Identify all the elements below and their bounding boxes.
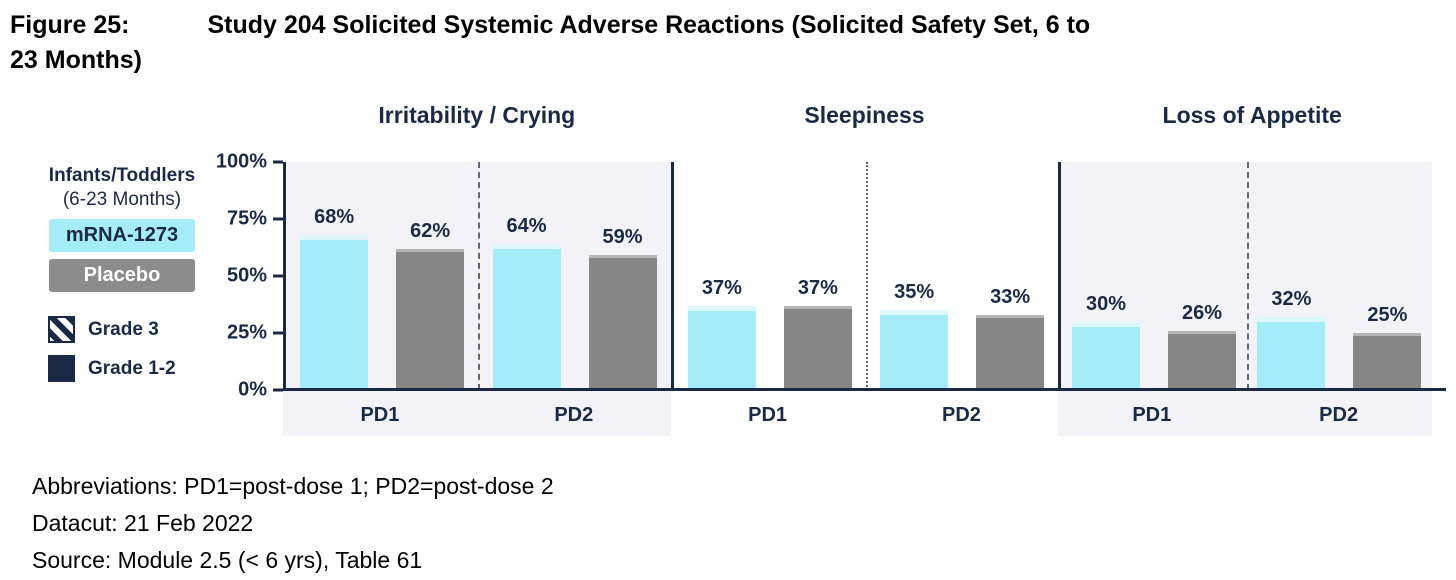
bar-placebo: 33% xyxy=(976,286,1045,390)
y-axis-scale: 100% 75% 50% 25% 0% xyxy=(216,151,283,401)
panel-irritability-crying: Irritability / Crying 68% 62% xyxy=(283,96,671,436)
legend: Infants/Toddlers (6-23 Months) mRNA-1273… xyxy=(10,96,220,436)
bar-value-label: 33% xyxy=(990,285,1031,308)
bar-value-label: 32% xyxy=(1271,288,1312,311)
panel-title: Irritability / Crying xyxy=(378,102,576,128)
panel-title: Loss of Appetite xyxy=(1162,102,1342,128)
dose-separator-line xyxy=(1246,162,1249,390)
footnote-datacut: Datacut: 21 Feb 2022 xyxy=(32,510,254,536)
grade12-solid-swatch-icon xyxy=(48,355,75,382)
legend-inner: Infants/Toddlers (6-23 Months) mRNA-1273… xyxy=(24,164,220,382)
figure-header: Figure 25: Study 204 Solicited Systemic A… xyxy=(10,8,1446,78)
footnote-abbreviations: Abbreviations: PD1=post-dose 1; PD2=post… xyxy=(32,473,554,499)
bar-value-label: 35% xyxy=(894,281,935,304)
bar-mrna1273: 68% xyxy=(300,206,369,390)
bar-placebo: 37% xyxy=(783,277,852,390)
y-tick xyxy=(273,331,283,335)
bar-value-label: 37% xyxy=(797,276,838,299)
legend-mrna1273-box: mRNA-1273 xyxy=(49,219,195,252)
bar-value-label: 62% xyxy=(410,219,451,242)
bar-mrna1273: 32% xyxy=(1257,288,1326,390)
bar-mrna1273: 64% xyxy=(492,215,561,390)
bar-value-label: 64% xyxy=(506,215,547,238)
bar-value-label: 37% xyxy=(701,276,742,299)
grade3-label: Grade 3 xyxy=(88,318,159,340)
y-tick xyxy=(273,388,283,392)
x-axis-band: PD1 PD2 xyxy=(283,390,671,436)
x-label-pd1: PD1 xyxy=(360,403,400,426)
bar-value-label: 59% xyxy=(602,226,643,249)
bar-placebo: 59% xyxy=(588,226,657,390)
y-tick xyxy=(273,217,283,221)
legend-population-sub: (6-23 Months) xyxy=(62,189,182,210)
panel-title: Sleepiness xyxy=(804,102,925,128)
figure-title-text: Study 204 Solicited Systemic Adverse Rea… xyxy=(207,11,1091,39)
x-label-pd2: PD2 xyxy=(1319,403,1359,426)
x-label-pd1: PD1 xyxy=(748,403,788,426)
legend-grade3-row: Grade 3 xyxy=(48,316,159,343)
bar-value-label: 25% xyxy=(1367,304,1408,326)
bar-group-pd1: 30% 26% xyxy=(1061,162,1246,390)
x-label-pd1: PD1 xyxy=(1132,403,1172,426)
bar-value-label: 30% xyxy=(1086,292,1127,315)
grade12-label: Grade 1-2 xyxy=(88,357,176,379)
x-axis-line xyxy=(283,388,1446,391)
bar-placebo: 25% xyxy=(1353,304,1422,390)
x-label-pd2: PD2 xyxy=(554,403,594,426)
bar-group-pd2: 32% 25% xyxy=(1247,162,1432,390)
footnotes: Abbreviations: PD1=post-dose 1; PD2=post… xyxy=(32,468,1446,579)
x-axis-band: PD1 PD2 xyxy=(1058,390,1433,436)
y-tick-label: 0% xyxy=(238,378,267,401)
panels-region: Irritability / Crying 68% 62% xyxy=(283,96,1446,436)
y-tick-label: 50% xyxy=(226,264,267,287)
y-tick-label: 25% xyxy=(226,321,267,344)
panel-sleepiness: Sleepiness 37% 37% xyxy=(670,96,1059,436)
plot-area: 68% 62% 64% 59% xyxy=(283,162,671,390)
grade3-hatched-swatch-icon xyxy=(48,316,75,343)
bar-value-label: 68% xyxy=(314,205,355,228)
figure-label: Figure 25: xyxy=(10,11,130,39)
panels-row: Irritability / Crying 68% 62% xyxy=(283,96,1446,436)
bar-placebo: 62% xyxy=(396,220,465,390)
bar-group-pd1: 68% 62% xyxy=(286,162,478,390)
bar-placebo: 26% xyxy=(1168,302,1237,390)
dose-separator-line xyxy=(866,162,868,390)
bar-mrna1273: 35% xyxy=(880,281,949,390)
bar-mrna1273: 30% xyxy=(1072,293,1141,390)
y-tick-label: 100% xyxy=(215,150,267,173)
chart-area: Infants/Toddlers (6-23 Months) mRNA-1273… xyxy=(10,96,1446,436)
bar-group-pd1: 37% 37% xyxy=(674,162,866,390)
legend-grade12-row: Grade 1-2 xyxy=(48,355,176,382)
x-axis-band: PD1 PD2 xyxy=(670,390,1059,436)
y-tick xyxy=(273,274,283,278)
plot-area: 37% 37% 35% 33% xyxy=(670,162,1059,390)
figure-title-line2: 23 Months) xyxy=(10,46,142,74)
dose-separator-line xyxy=(478,162,481,390)
x-label-pd2: PD2 xyxy=(941,403,981,426)
y-tick-label: 75% xyxy=(226,207,267,230)
y-tick xyxy=(273,160,283,164)
bar-group-pd2: 35% 33% xyxy=(866,162,1058,390)
bar-group-pd2: 64% 59% xyxy=(478,162,670,390)
bar-mrna1273: 37% xyxy=(687,277,756,390)
legend-placebo-box: Placebo xyxy=(49,259,195,292)
panel-loss-of-appetite: Loss of Appetite 30% 26% xyxy=(1058,96,1446,436)
plot-area: 30% 26% 32% 25% xyxy=(1058,162,1433,390)
bar-value-label: 26% xyxy=(1182,301,1223,324)
legend-population: Infants/Toddlers xyxy=(48,165,196,186)
figure-title-line1: Figure 25: Study 204 Solicited Systemic A… xyxy=(10,8,1446,43)
y-axis: 100% 75% 50% 25% 0% xyxy=(216,96,283,436)
footnote-source: Source: Module 2.5 (< 6 yrs), Table 61 xyxy=(32,547,423,573)
